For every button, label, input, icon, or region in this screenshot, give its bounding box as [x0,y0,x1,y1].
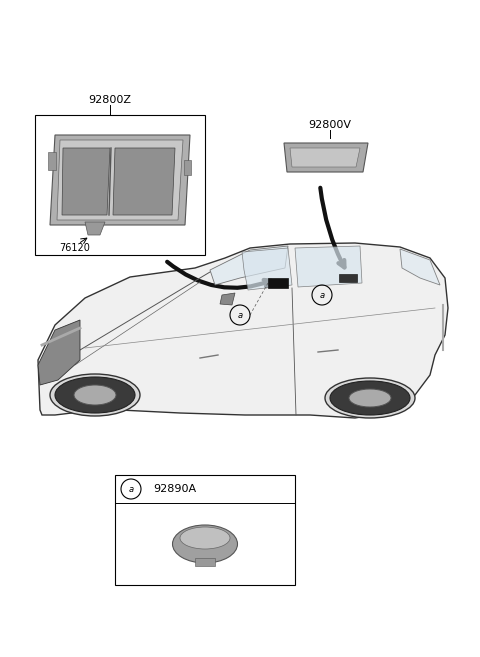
Bar [35,115,205,255]
Ellipse shape [50,374,140,416]
Polygon shape [295,246,362,287]
Polygon shape [113,148,175,215]
Polygon shape [210,246,288,285]
Ellipse shape [349,389,391,407]
Text: 92800V: 92800V [309,120,351,130]
Ellipse shape [172,525,238,563]
Ellipse shape [74,385,116,405]
Text: a: a [129,484,133,493]
Bar [115,475,295,585]
Polygon shape [62,148,110,215]
Ellipse shape [325,378,415,418]
Bar [48,152,56,170]
Polygon shape [400,249,440,285]
Bar [195,558,215,566]
Text: 76120: 76120 [60,243,90,253]
Text: a: a [238,311,242,319]
Ellipse shape [55,377,135,413]
Polygon shape [38,243,448,418]
Polygon shape [242,248,292,290]
Bar [184,160,191,175]
Polygon shape [50,135,190,225]
Bar [339,274,357,282]
Polygon shape [57,140,183,220]
Polygon shape [85,222,105,235]
Polygon shape [290,148,360,167]
Text: 92890A: 92890A [153,484,196,494]
Ellipse shape [180,527,230,549]
Polygon shape [38,320,80,385]
Text: 92800Z: 92800Z [88,95,132,105]
Text: a: a [319,290,324,300]
Polygon shape [220,293,235,305]
Polygon shape [284,143,368,172]
Ellipse shape [330,381,410,415]
Bar [268,278,288,288]
